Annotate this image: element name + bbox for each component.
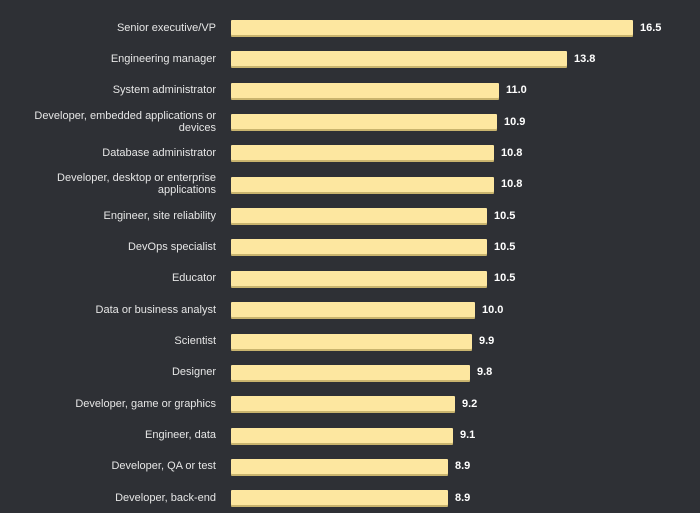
value-label: 9.9 [479, 335, 495, 347]
category-label: Engineering manager [110, 52, 216, 65]
category-label: Developer, embedded applications or devi… [34, 109, 216, 134]
bar [231, 114, 497, 130]
value-label: 10.8 [501, 146, 523, 159]
value-label: 13.8 [574, 52, 596, 65]
category-label: Designer [171, 366, 216, 379]
bar [231, 82, 499, 98]
bar-row: Developer, embedded applications or devi… [0, 106, 700, 137]
bar [231, 145, 494, 161]
category-label: Data or business analyst [95, 303, 216, 316]
value-label: 9.8 [477, 366, 493, 379]
value-label: 10.5 [494, 209, 516, 222]
bar-row: Data or business analyst 10.0 [0, 294, 700, 325]
bar-row: Engineering manager 13.8 [0, 43, 700, 74]
bar-row: Engineer, site reliability 10.5 [0, 200, 700, 231]
bar [231, 302, 475, 318]
value-label: 16.5 [640, 21, 662, 34]
bar [231, 458, 448, 474]
value-label: 8.9 [455, 460, 471, 473]
category-label: Engineer, site reliability [103, 209, 216, 222]
bar-row: Designer 9.8 [0, 357, 700, 388]
category-label: Developer, QA or test [111, 460, 216, 473]
category-label: DevOps specialist [127, 240, 216, 253]
bar-row: Developer, QA or test 8.9 [0, 451, 700, 482]
bar [231, 490, 448, 506]
bar [231, 396, 455, 412]
bar-row: DevOps specialist 10.5 [0, 231, 700, 262]
bar-row: Scientist 9.9 [0, 326, 700, 357]
bar-row: Developer, back-end 8.9 [0, 482, 700, 513]
category-label: Senior executive/VP [116, 21, 216, 34]
bar-row: Engineer, data 9.1 [0, 420, 700, 451]
bar-row: Developer, game or graphics 9.2 [0, 388, 700, 419]
bar-row: Developer, desktop or enterprise applica… [0, 169, 700, 200]
bar [231, 239, 487, 255]
value-label: 11.0 [506, 84, 527, 97]
value-label: 10.5 [494, 240, 516, 253]
bar [231, 333, 472, 349]
bar-row: Database administrator 10.8 [0, 137, 700, 168]
value-label: 10.5 [494, 272, 516, 285]
bar [231, 208, 487, 224]
category-label: Developer, back-end [115, 491, 216, 504]
category-label: Educator [171, 272, 216, 285]
value-label: 8.9 [455, 491, 471, 504]
value-label: 9.1 [460, 429, 476, 442]
value-label: 9.2 [462, 397, 478, 410]
category-label: Scientist [174, 335, 216, 347]
bar [231, 20, 633, 35]
category-label: Database administrator [102, 146, 216, 159]
bar [231, 270, 487, 286]
category-label: Developer, desktop or enterprise applica… [57, 172, 216, 197]
bar [231, 176, 494, 192]
category-label: System administrator [112, 84, 216, 97]
value-label: 10.8 [501, 178, 523, 191]
bar-row: Senior executive/VP 16.5 [0, 12, 700, 43]
bar [231, 51, 567, 67]
category-label: Engineer, data [145, 429, 216, 442]
bar [231, 364, 470, 380]
bar [231, 427, 453, 443]
bar-row: Educator 10.5 [0, 263, 700, 294]
bar-row: System administrator 11.0 [0, 75, 700, 106]
value-label: 10.0 [482, 303, 504, 316]
category-label: Developer, game or graphics [75, 397, 216, 410]
value-label: 10.9 [504, 115, 526, 128]
